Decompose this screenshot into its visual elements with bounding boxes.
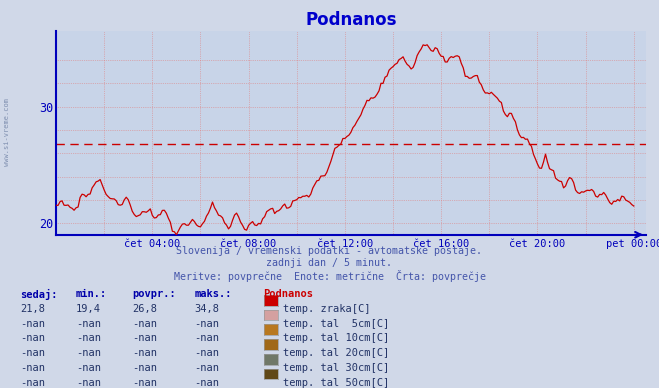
Text: -nan: -nan [20, 348, 45, 358]
Text: temp. tal  5cm[C]: temp. tal 5cm[C] [283, 319, 389, 329]
Text: temp. zraka[C]: temp. zraka[C] [283, 304, 371, 314]
Text: -nan: -nan [194, 333, 219, 343]
Text: Meritve: povprečne  Enote: metrične  Črta: povprečje: Meritve: povprečne Enote: metrične Črta:… [173, 270, 486, 282]
Text: min.:: min.: [76, 289, 107, 299]
Text: -nan: -nan [20, 363, 45, 373]
Text: zadnji dan / 5 minut.: zadnji dan / 5 minut. [266, 258, 393, 268]
Text: -nan: -nan [194, 378, 219, 388]
Text: -nan: -nan [20, 319, 45, 329]
Text: -nan: -nan [132, 333, 157, 343]
Text: 21,8: 21,8 [20, 304, 45, 314]
Text: -nan: -nan [20, 378, 45, 388]
Text: 19,4: 19,4 [76, 304, 101, 314]
Text: -nan: -nan [76, 363, 101, 373]
Text: -nan: -nan [132, 363, 157, 373]
Text: maks.:: maks.: [194, 289, 232, 299]
Text: www.si-vreme.com: www.si-vreme.com [3, 98, 10, 166]
Text: temp. tal 20cm[C]: temp. tal 20cm[C] [283, 348, 389, 358]
Text: -nan: -nan [76, 333, 101, 343]
Text: temp. tal 30cm[C]: temp. tal 30cm[C] [283, 363, 389, 373]
Text: -nan: -nan [132, 319, 157, 329]
Text: 34,8: 34,8 [194, 304, 219, 314]
Text: Podnanos: Podnanos [264, 289, 314, 299]
Text: 26,8: 26,8 [132, 304, 157, 314]
Title: Podnanos: Podnanos [305, 12, 397, 29]
Text: -nan: -nan [194, 363, 219, 373]
Text: -nan: -nan [194, 319, 219, 329]
Text: -nan: -nan [76, 319, 101, 329]
Text: -nan: -nan [76, 348, 101, 358]
Text: -nan: -nan [76, 378, 101, 388]
Text: temp. tal 10cm[C]: temp. tal 10cm[C] [283, 333, 389, 343]
Text: povpr.:: povpr.: [132, 289, 175, 299]
Text: -nan: -nan [132, 378, 157, 388]
Text: sedaj:: sedaj: [20, 289, 57, 300]
Text: -nan: -nan [194, 348, 219, 358]
Text: temp. tal 50cm[C]: temp. tal 50cm[C] [283, 378, 389, 388]
Text: Slovenija / vremenski podatki - avtomatske postaje.: Slovenija / vremenski podatki - avtomats… [177, 246, 482, 256]
Text: -nan: -nan [20, 333, 45, 343]
Text: -nan: -nan [132, 348, 157, 358]
